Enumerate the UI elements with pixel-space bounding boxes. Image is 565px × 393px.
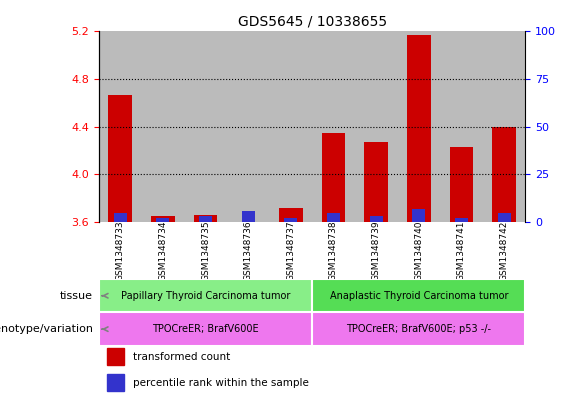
Bar — [99, 312, 312, 346]
Title: GDS5645 / 10338655: GDS5645 / 10338655 — [238, 15, 386, 29]
Bar — [312, 279, 525, 312]
Bar — [141, 31, 184, 222]
Text: Papillary Thyroid Carcinoma tumor: Papillary Thyroid Carcinoma tumor — [121, 291, 290, 301]
Text: GSM1348742: GSM1348742 — [499, 220, 508, 281]
Text: GSM1348738: GSM1348738 — [329, 220, 338, 281]
Bar — [284, 218, 297, 222]
Bar — [455, 218, 468, 222]
Bar — [412, 209, 425, 222]
Bar — [99, 31, 141, 222]
Text: transformed count: transformed count — [133, 352, 231, 362]
Bar — [327, 213, 340, 222]
Bar — [498, 213, 511, 222]
Text: GSM1348740: GSM1348740 — [414, 220, 423, 281]
Bar — [242, 211, 255, 222]
Text: TPOCreER; BrafV600E: TPOCreER; BrafV600E — [152, 324, 259, 334]
Bar — [312, 31, 355, 222]
Bar — [227, 31, 270, 222]
Text: GSM1348736: GSM1348736 — [244, 220, 253, 281]
Bar — [407, 35, 431, 222]
Bar — [270, 31, 312, 222]
Bar — [108, 95, 132, 222]
Bar — [492, 127, 516, 222]
Bar — [107, 348, 124, 365]
Text: GSM1348737: GSM1348737 — [286, 220, 295, 281]
Bar — [398, 31, 440, 222]
Bar — [355, 31, 397, 222]
Bar — [151, 216, 175, 222]
Text: GSM1348739: GSM1348739 — [372, 220, 381, 281]
Bar — [199, 216, 212, 222]
Text: GSM1348735: GSM1348735 — [201, 220, 210, 281]
Bar — [157, 218, 170, 222]
Text: GSM1348741: GSM1348741 — [457, 220, 466, 281]
Bar — [107, 374, 124, 391]
Bar — [279, 208, 303, 222]
Bar — [450, 147, 473, 222]
Bar — [364, 142, 388, 222]
Bar — [114, 213, 127, 222]
Bar — [99, 279, 312, 312]
Bar — [440, 31, 483, 222]
Text: tissue: tissue — [60, 291, 93, 301]
Text: genotype/variation: genotype/variation — [0, 324, 93, 334]
Text: TPOCreER; BrafV600E; p53 -/-: TPOCreER; BrafV600E; p53 -/- — [346, 324, 492, 334]
Bar — [370, 216, 383, 222]
Bar — [312, 312, 525, 346]
Text: percentile rank within the sample: percentile rank within the sample — [133, 378, 309, 387]
Text: GSM1348733: GSM1348733 — [116, 220, 125, 281]
Bar — [321, 133, 345, 222]
Text: Anaplastic Thyroid Carcinoma tumor: Anaplastic Thyroid Carcinoma tumor — [329, 291, 508, 301]
Bar — [483, 31, 525, 222]
Bar — [194, 215, 218, 222]
Bar — [184, 31, 227, 222]
Text: GSM1348734: GSM1348734 — [158, 220, 167, 281]
